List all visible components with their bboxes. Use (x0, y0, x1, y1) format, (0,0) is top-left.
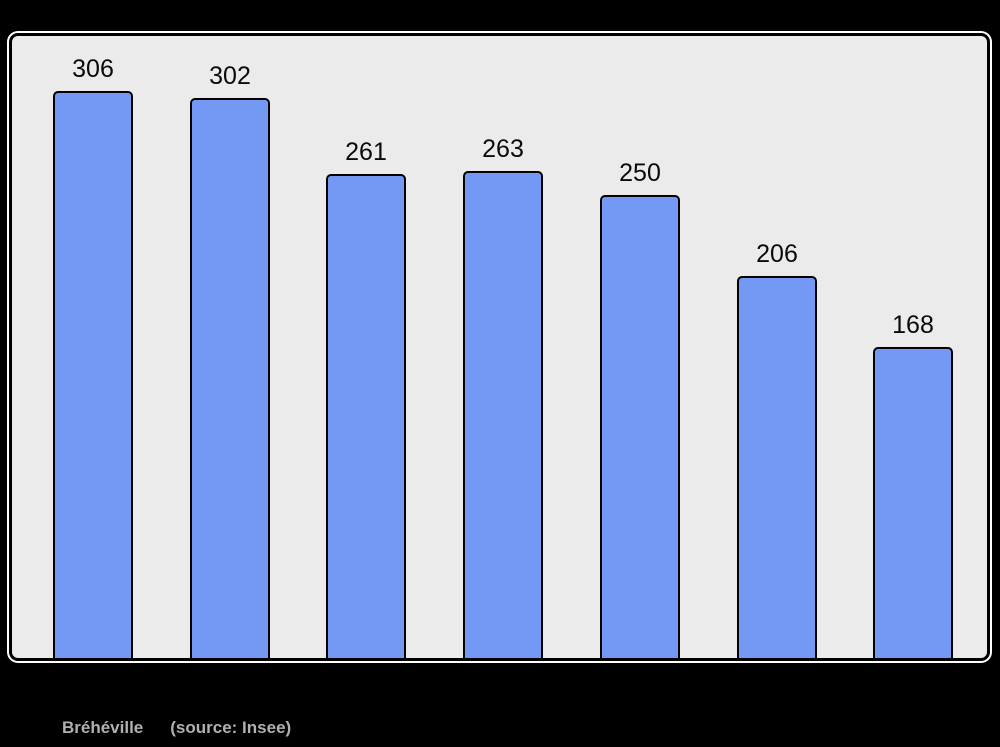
bar-value-label: 306 (72, 55, 114, 84)
bar-column: 206 (737, 240, 817, 658)
bar-value-label: 206 (756, 240, 798, 269)
bar-column: 250 (600, 159, 680, 658)
bar-column: 261 (326, 138, 406, 658)
chart-caption: Bréhéville (source: Insee) (62, 718, 291, 738)
bar (190, 98, 270, 658)
bar-value-label: 168 (892, 311, 934, 340)
commune-name-label: Bréhéville (62, 718, 144, 737)
bar-value-label: 263 (482, 135, 524, 164)
bar (737, 276, 817, 658)
bar-column: 302 (190, 62, 270, 658)
bar-value-label: 261 (345, 138, 387, 167)
bar (600, 195, 680, 658)
chart-plot-area: 306 302 261 263 250 206 168 (9, 33, 990, 661)
bar-column: 263 (463, 135, 543, 658)
bar (53, 91, 133, 658)
bar (463, 171, 543, 658)
bar-value-label: 250 (619, 159, 661, 188)
bar-chart: 306 302 261 263 250 206 168 (12, 36, 987, 658)
bar-column: 168 (873, 311, 953, 658)
bar-column: 306 (53, 55, 133, 658)
bar (873, 347, 953, 658)
bar-value-label: 302 (209, 62, 251, 91)
bar (326, 174, 406, 658)
source-label: (source: Insee) (170, 718, 292, 737)
